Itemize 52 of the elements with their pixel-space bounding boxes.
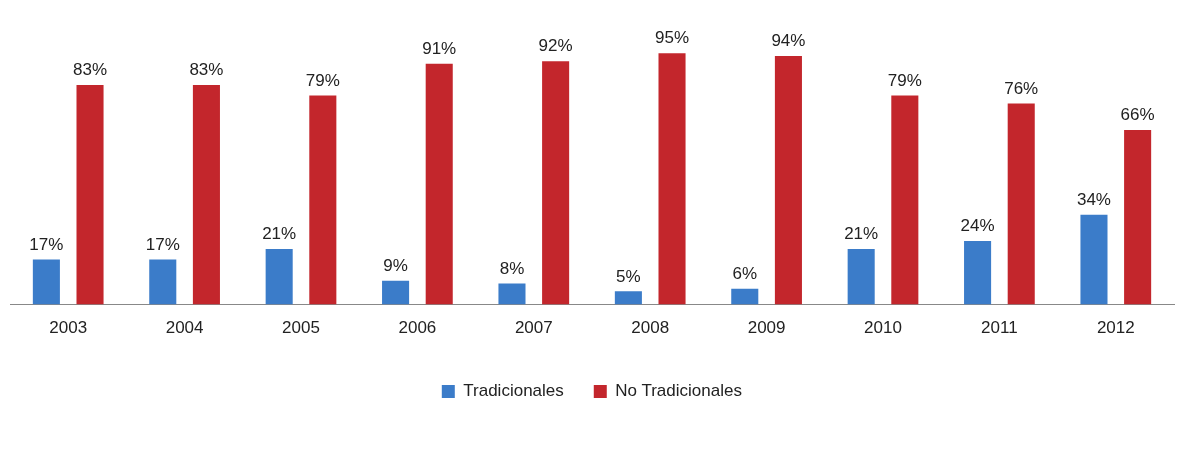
x-tick-label: 2006 [398, 318, 437, 338]
data-label: 24% [960, 216, 995, 236]
bar [425, 63, 453, 305]
data-label: 83% [189, 60, 224, 80]
x-tick-label: 2008 [631, 318, 670, 338]
bar [542, 61, 570, 305]
bar [382, 280, 410, 305]
bar [192, 84, 220, 305]
bar [1080, 214, 1108, 305]
bar [847, 249, 875, 305]
data-label: 5% [616, 266, 641, 286]
bar [1124, 129, 1152, 305]
bar [309, 95, 337, 305]
data-label: 79% [887, 70, 922, 90]
data-label: 76% [1004, 78, 1039, 98]
bar [731, 288, 759, 305]
bar [76, 84, 104, 305]
bar [964, 241, 992, 305]
data-label: 17% [29, 234, 64, 254]
x-tick-label: 2004 [165, 318, 204, 338]
data-label: 95% [655, 28, 690, 48]
data-label: 9% [383, 255, 408, 275]
data-label: 17% [145, 234, 180, 254]
data-label: 6% [732, 263, 758, 283]
x-tick-label: 2003 [49, 318, 88, 338]
data-label: 21% [844, 224, 879, 244]
legend-label: No Tradicionales [615, 381, 742, 401]
bar [149, 259, 177, 305]
x-tick-label: 2007 [514, 318, 553, 338]
data-label: 21% [262, 224, 297, 244]
x-tick-label: 2011 [981, 318, 1018, 338]
x-tick-label: 2009 [747, 318, 786, 338]
bar [1007, 103, 1035, 305]
bar [774, 55, 802, 305]
x-tick-label: 2010 [864, 318, 902, 338]
x-tick-label: 2012 [1096, 318, 1135, 338]
bar [658, 53, 686, 305]
bar [265, 249, 293, 305]
data-label: 94% [771, 31, 806, 51]
data-label: 79% [305, 70, 340, 90]
data-label: 83% [73, 60, 108, 80]
data-label: 34% [1076, 189, 1111, 209]
x-tick-label: 2005 [282, 318, 320, 338]
bar [32, 259, 60, 305]
bar [614, 291, 642, 305]
legend-label: Tradicionales [463, 381, 564, 401]
data-label: 92% [538, 36, 573, 56]
bar [498, 283, 526, 305]
data-label: 8% [499, 258, 525, 278]
data-label: 66% [1120, 105, 1155, 125]
bar [891, 95, 919, 305]
data-label: 91% [422, 39, 457, 58]
